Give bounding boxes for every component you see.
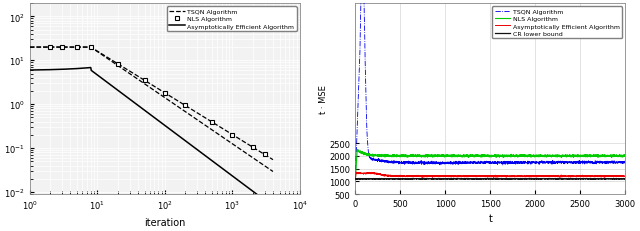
TSQN Algorithm <box>225 140 233 143</box>
Asymptotically Efficient Algorithm <box>87 67 95 70</box>
Asymptotically Efficient Algorithm <box>351 178 359 180</box>
Legend: TSQN Algorithm, NLS Algorithm, Asymptotically Efficient Algorithm, CR lower boun: TSQN Algorithm, NLS Algorithm, Asymptoti… <box>492 7 622 39</box>
CR lower bound <box>455 178 463 180</box>
Asymptotically Efficient Algorithm <box>226 173 234 176</box>
CR lower bound <box>435 177 442 180</box>
Line: TSQN Algorithm: TSQN Algorithm <box>355 0 625 179</box>
NLS Algorithm <box>382 155 390 158</box>
CR lower bound <box>467 178 474 180</box>
CR lower bound <box>563 178 571 181</box>
Asymptotically Efficient Algorithm <box>143 111 151 114</box>
CR lower bound <box>616 178 624 180</box>
TSQN Algorithm <box>141 84 149 86</box>
NLS Algorithm <box>87 46 95 49</box>
Asymptotically Efficient Algorithm <box>455 175 463 178</box>
TSQN Algorithm <box>587 161 595 163</box>
NLS Algorithm <box>621 155 629 158</box>
NLS Algorithm <box>46 46 54 49</box>
TSQN Algorithm <box>621 162 629 165</box>
CR lower bound <box>398 177 406 180</box>
NLS Algorithm <box>351 178 359 180</box>
Line: NLS Algorithm: NLS Algorithm <box>48 46 267 157</box>
Asymptotically Efficient Algorithm <box>269 205 277 208</box>
Asymptotically Efficient Algorithm <box>382 175 390 177</box>
NLS Algorithm <box>141 79 148 82</box>
TSQN Algorithm <box>269 170 277 173</box>
TSQN Algorithm <box>26 46 34 49</box>
NLS Algorithm <box>228 134 236 136</box>
Asymptotically Efficient Algorithm <box>399 175 406 178</box>
NLS Algorithm <box>249 146 257 149</box>
CR lower bound <box>588 178 595 180</box>
TSQN Algorithm <box>382 161 390 163</box>
CR lower bound <box>621 178 629 180</box>
NLS Algorithm <box>587 155 595 158</box>
Asymptotically Efficient Algorithm <box>26 69 34 72</box>
NLS Algorithm <box>208 121 216 124</box>
TSQN Algorithm <box>263 166 271 169</box>
TSQN Algorithm <box>616 161 624 164</box>
Asymptotically Efficient Algorithm <box>467 175 474 178</box>
Asymptotically Efficient Algorithm <box>142 110 150 113</box>
Legend: TSQN Algorithm, NLS Algorithm, Asymptotically Efficient Algorithm: TSQN Algorithm, NLS Algorithm, Asymptoti… <box>166 7 297 32</box>
Asymptotically Efficient Algorithm <box>158 122 166 125</box>
Line: NLS Algorithm: NLS Algorithm <box>355 150 625 179</box>
Asymptotically Efficient Algorithm <box>353 171 360 174</box>
Asymptotically Efficient Algorithm <box>264 201 271 204</box>
NLS Algorithm <box>467 155 474 158</box>
TSQN Algorithm <box>399 162 406 164</box>
Asymptotically Efficient Algorithm <box>587 175 595 178</box>
NLS Algorithm <box>114 63 122 66</box>
Asymptotically Efficient Algorithm <box>171 132 179 135</box>
TSQN Algorithm <box>157 94 165 97</box>
NLS Algorithm <box>399 155 406 158</box>
NLS Algorithm <box>161 92 169 95</box>
Asymptotically Efficient Algorithm <box>621 175 629 178</box>
Asymptotically Efficient Algorithm <box>616 175 624 178</box>
TSQN Algorithm <box>467 162 474 164</box>
NLS Algorithm <box>181 105 189 107</box>
X-axis label: t: t <box>488 213 492 223</box>
Line: Asymptotically Efficient Algorithm: Asymptotically Efficient Algorithm <box>355 172 625 179</box>
CR lower bound <box>351 178 359 181</box>
NLS Algorithm <box>616 155 624 157</box>
NLS Algorithm <box>73 46 81 49</box>
Y-axis label: t · MSE: t · MSE <box>319 85 328 114</box>
Line: Asymptotically Efficient Algorithm: Asymptotically Efficient Algorithm <box>30 68 273 207</box>
NLS Algorithm <box>455 155 463 158</box>
TSQN Algorithm <box>455 160 463 163</box>
TSQN Algorithm <box>143 85 150 87</box>
TSQN Algorithm <box>171 103 179 106</box>
NLS Algorithm <box>353 149 361 151</box>
CR lower bound <box>382 178 390 180</box>
TSQN Algorithm <box>351 178 359 180</box>
NLS Algorithm <box>260 153 268 156</box>
NLS Algorithm <box>58 46 66 49</box>
X-axis label: iteration: iteration <box>144 217 186 227</box>
Line: TSQN Algorithm: TSQN Algorithm <box>30 48 273 172</box>
